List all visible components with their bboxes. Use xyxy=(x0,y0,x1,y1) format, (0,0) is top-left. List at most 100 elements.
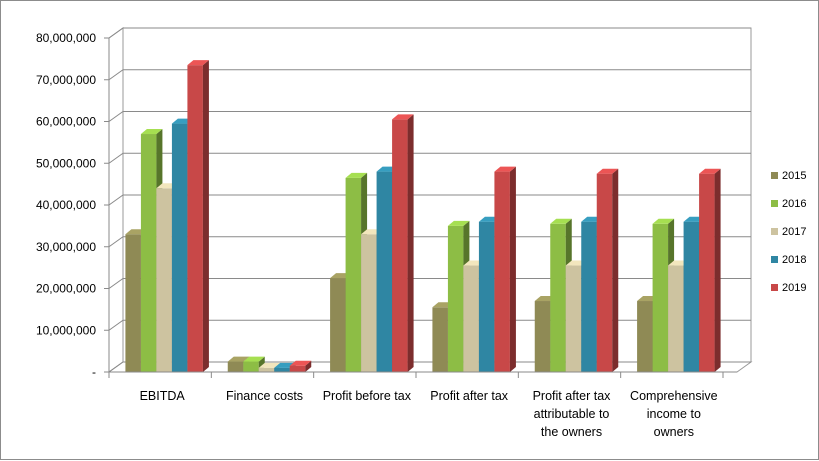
bar-top xyxy=(243,356,265,362)
bar-front xyxy=(140,134,157,372)
y-tick-label: 10,000,000 xyxy=(36,323,96,337)
bar-top xyxy=(392,114,414,120)
y-tick-label: 20,000,000 xyxy=(36,282,96,296)
legend-label: 2016 xyxy=(782,198,806,210)
bar-front xyxy=(227,361,244,372)
bar-front xyxy=(478,221,495,372)
bar-front xyxy=(447,225,464,372)
bar-front xyxy=(432,307,448,372)
bar-top xyxy=(447,220,470,226)
legend-label: 2019 xyxy=(782,282,806,294)
legend-item: 2015 xyxy=(771,170,806,182)
x-category-label: Finance costs xyxy=(226,389,303,403)
x-category-label: Profit after tax attributable to the owner… xyxy=(533,389,612,439)
legend-item: 2017 xyxy=(771,226,806,238)
bar-side xyxy=(612,168,619,372)
bar-top xyxy=(289,360,312,366)
gridline xyxy=(108,236,751,248)
bar-front xyxy=(565,265,582,372)
x-category-label-line: Comprehensive xyxy=(630,389,718,403)
bar-front xyxy=(330,278,346,372)
bar-front xyxy=(345,177,362,372)
bar-front xyxy=(581,221,597,372)
bar-top xyxy=(140,129,163,135)
legend-swatch xyxy=(771,172,778,179)
x-category-label-line: EBITDA xyxy=(140,389,186,403)
bar-top xyxy=(227,356,250,362)
legend-item: 2016 xyxy=(771,198,806,210)
x-category-label-line: income to xyxy=(647,407,701,421)
y-tick-label: 30,000,000 xyxy=(36,240,96,254)
x-category-label-line: Finance costs xyxy=(226,389,303,403)
x-category-label: EBITDA xyxy=(140,389,186,403)
bar-top xyxy=(596,168,619,174)
bar-front xyxy=(187,65,203,372)
gridline xyxy=(108,194,751,206)
gridline xyxy=(108,152,751,164)
gridline xyxy=(108,111,751,122)
y-axis: - 10,000,000 20,000,000 30,000,000 40,000,00… xyxy=(36,31,110,379)
legend-swatch xyxy=(771,284,778,291)
bar-front xyxy=(699,173,715,372)
bar-front xyxy=(289,365,306,372)
x-category-label: Profit before tax xyxy=(323,389,412,403)
bar-side xyxy=(202,60,209,372)
legend-swatch xyxy=(771,200,778,207)
bar-front xyxy=(258,367,275,372)
bar-front xyxy=(125,234,141,372)
x-category-label-line: attributable to xyxy=(534,407,610,421)
bar-front xyxy=(376,171,393,372)
legend-item: 2019 xyxy=(771,282,806,294)
bar xyxy=(596,168,619,372)
bar-top xyxy=(187,60,209,66)
bar-top xyxy=(345,172,368,178)
legend-item: 2018 xyxy=(771,254,806,266)
y-tick-label: 50,000,000 xyxy=(36,156,96,170)
legend-label: 2015 xyxy=(782,170,806,182)
bar-front xyxy=(683,221,700,372)
bar xyxy=(187,60,209,372)
bar-front xyxy=(156,188,172,372)
bar-front xyxy=(668,265,684,372)
y-tick-label: - xyxy=(92,365,96,379)
legend-swatch xyxy=(771,228,778,235)
bar xyxy=(392,114,414,372)
bar-front xyxy=(494,171,510,372)
bar-front xyxy=(463,265,479,372)
bar-front xyxy=(637,301,653,372)
bar-side xyxy=(714,168,721,372)
x-category-label: Profit after tax xyxy=(430,389,509,403)
bar-side xyxy=(305,360,312,372)
bar-front xyxy=(534,301,551,372)
gridline xyxy=(108,69,751,81)
bar-front xyxy=(243,361,259,372)
gridline xyxy=(108,278,751,289)
bar xyxy=(289,360,312,372)
bar-front xyxy=(550,223,566,372)
bar-front xyxy=(171,123,188,373)
y-tick-label: 40,000,000 xyxy=(36,198,96,212)
legend: 2015 2016 2017 2018 2019 xyxy=(771,170,806,294)
bar-front xyxy=(596,173,613,372)
x-category-label-line: owners xyxy=(654,425,694,439)
legend-label: 2018 xyxy=(782,254,806,266)
bar-front xyxy=(652,223,669,372)
bar-top xyxy=(550,218,572,224)
legend-swatch xyxy=(771,256,778,263)
bar-side xyxy=(509,166,516,372)
bar-side xyxy=(407,114,414,372)
bar xyxy=(494,166,516,372)
y-tick-label: 60,000,000 xyxy=(36,115,96,129)
bar-front xyxy=(392,119,408,372)
bar xyxy=(699,168,721,372)
bar-top xyxy=(494,166,516,172)
bar-front xyxy=(361,234,377,372)
bars xyxy=(125,60,721,373)
x-axis: EBITDA Finance costs Profit before tax Prof… xyxy=(108,371,737,439)
bar-top xyxy=(652,218,675,224)
y-tick-label: 80,000,000 xyxy=(36,31,96,45)
legend-label: 2017 xyxy=(782,226,806,238)
x-category-label: Comprehensive income to owners xyxy=(630,389,718,439)
